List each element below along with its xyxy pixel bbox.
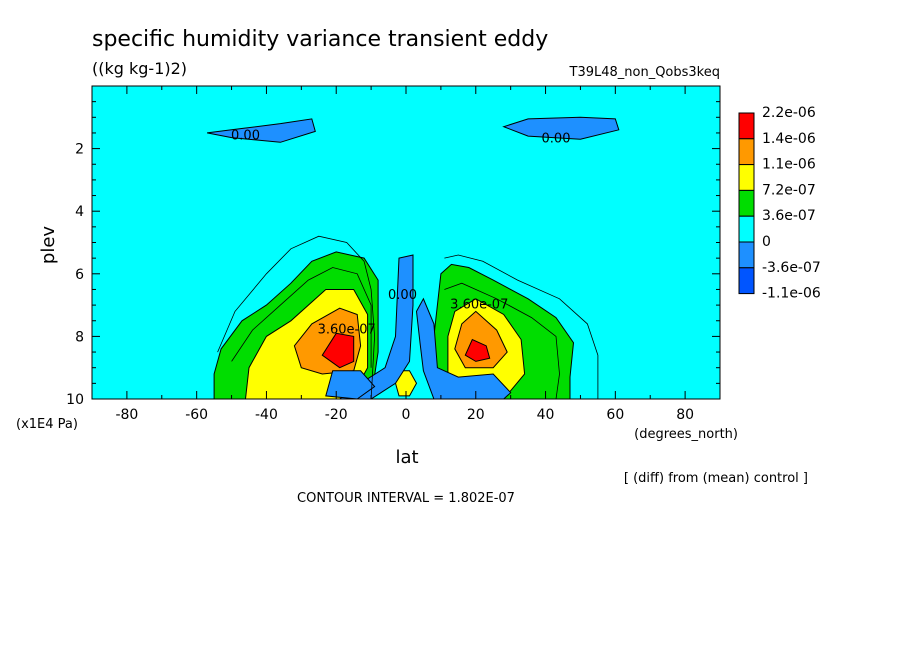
region-neg-center-right (415, 297, 512, 400)
x-tick-label: 0 (402, 407, 411, 423)
diff-note: [ (diff) from (mean) control ] (624, 471, 808, 486)
contour-line-inner-left (231, 267, 372, 368)
y-axis: 2 4 6 8 10 (66, 101, 720, 408)
colorbar-label: 2.2e-06 (762, 105, 816, 121)
x-tick-label: 20 (467, 407, 485, 423)
colorbar-swatch (738, 138, 755, 166)
colorbar-label: 3.6e-07 (762, 208, 816, 224)
colorbar-label: -3.6e-07 (762, 260, 821, 276)
chart-title: specific humidity variance transient edd… (92, 27, 548, 52)
colorbar-label: 0 (762, 234, 771, 250)
x-tick-label: -80 (115, 407, 138, 423)
contour-label: 0.00 (542, 132, 571, 147)
y-tick-label: 4 (75, 204, 84, 220)
region-red-right (464, 338, 491, 362)
contour-lines (217, 235, 599, 400)
y-axis-label: plev (38, 226, 59, 265)
x-axis: -80 -60 -40 -20 0 20 40 60 80 (91, 86, 721, 423)
x-tick-label: -20 (325, 407, 348, 423)
colorbar-label: 1.1e-06 (762, 157, 816, 173)
plot-area: 0.00 0.00 3.60e-07 0.00 3.60e-07 (91, 85, 721, 400)
x-axis-label: lat (395, 447, 418, 468)
colorbar-swatch (738, 241, 755, 269)
y-tick-label: 8 (75, 329, 84, 345)
x-axis-units: (degrees_north) (634, 427, 738, 442)
run-label: T39L48_non_Qobs3keq (569, 65, 721, 80)
colorbar: 2.2e-06 1.4e-06 1.1e-06 7.2e-07 3.6e-07 0 -3.6… (738, 105, 821, 302)
region-neg-bottom-left (325, 370, 376, 400)
colorbar-label: 7.2e-07 (762, 182, 816, 198)
x-tick-label: -40 (255, 407, 278, 423)
colorbar-swatch (738, 189, 755, 217)
contour-labels: 0.00 0.00 3.60e-07 0.00 3.60e-07 (231, 129, 570, 338)
contour-label: 0.00 (388, 288, 417, 303)
y-tick-label: 2 (75, 142, 84, 158)
region-neg-top-left (207, 118, 316, 143)
units-label: ((kg kg-1)2) (92, 59, 187, 78)
filled-regions (207, 116, 620, 400)
colorbar-label: -1.1e-06 (762, 286, 821, 302)
y-axis-units: (x1E4 Pa) (16, 417, 78, 432)
contour-line-outer-right (444, 254, 599, 399)
region-neg-top-right (502, 116, 620, 140)
contour-label: 3.60e-07 (318, 323, 376, 338)
colorbar-swatch (738, 164, 755, 191)
region-red-left (321, 332, 355, 369)
contour-line-outer-left (217, 235, 376, 400)
contour-label: 3.60e-07 (450, 298, 508, 313)
x-tick-label: -60 (185, 407, 208, 423)
x-tick-label: 60 (606, 407, 624, 423)
y-tick-label: 6 (75, 267, 84, 283)
y-tick-label: 10 (66, 392, 84, 408)
x-tick-label: 40 (537, 407, 555, 423)
colorbar-swatch (738, 112, 755, 140)
contour-line-inner-right (444, 282, 560, 400)
contour-label: 0.00 (231, 129, 260, 144)
contour-interval: CONTOUR INTERVAL = 1.802E-07 (297, 491, 515, 506)
colorbar-label: 1.4e-06 (762, 131, 816, 147)
x-tick-label: 80 (676, 407, 694, 423)
colorbar-swatch (738, 215, 755, 243)
colorbar-swatch (738, 267, 755, 295)
